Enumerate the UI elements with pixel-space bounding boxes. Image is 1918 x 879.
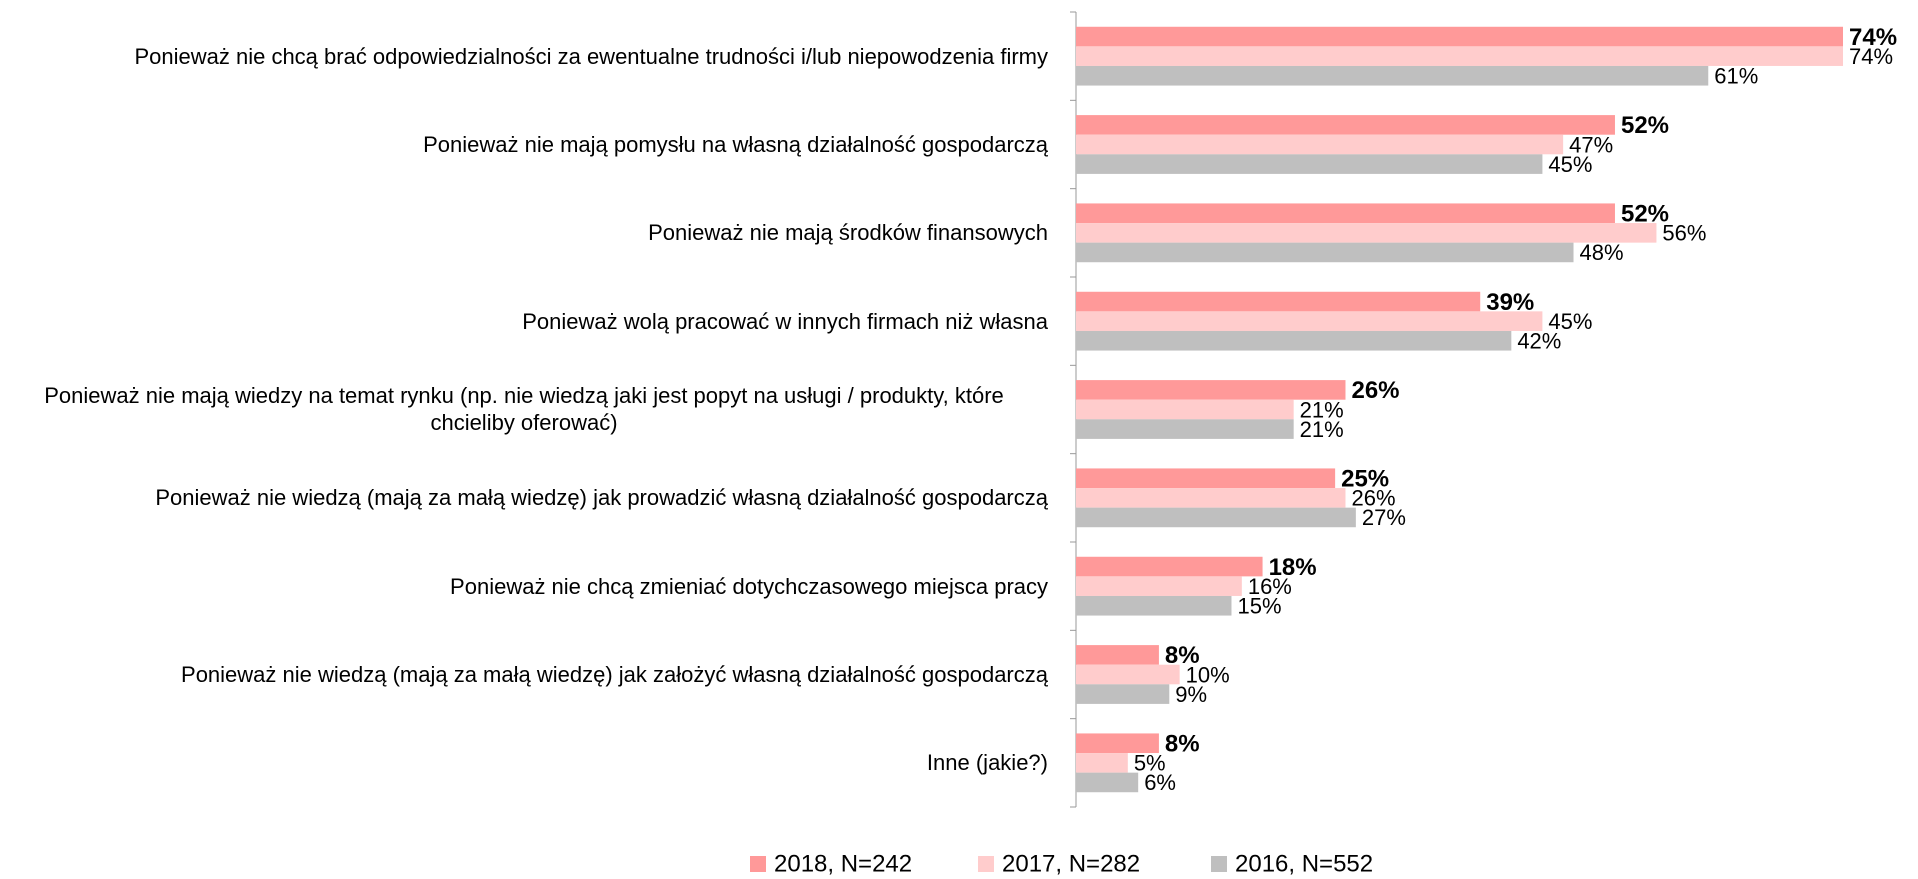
bar xyxy=(1076,772,1139,793)
legend-label: 2017, N=282 xyxy=(1002,850,1140,877)
data-label: 45% xyxy=(1548,309,1592,334)
data-label: 74% xyxy=(1849,44,1893,69)
data-label: 47% xyxy=(1569,132,1613,157)
data-label: 21% xyxy=(1300,397,1344,422)
data-label: 10% xyxy=(1186,662,1230,687)
data-label: 25% xyxy=(1341,466,1389,493)
data-label: 26% xyxy=(1351,377,1399,404)
bar xyxy=(1076,576,1242,596)
data-label: 48% xyxy=(1580,240,1624,265)
category-text: Ponieważ nie chcą brać odpowiedzialności… xyxy=(134,43,1048,69)
data-label: 27% xyxy=(1362,505,1406,530)
bar xyxy=(1076,645,1159,665)
bar xyxy=(1076,223,1657,243)
data-label: 42% xyxy=(1517,329,1561,354)
category-text: Ponieważ nie mają pomysłu na własną dzia… xyxy=(423,131,1048,157)
data-label: 9% xyxy=(1175,682,1207,707)
category-text: Inne (jakie?) xyxy=(926,750,1048,776)
data-label: 56% xyxy=(1662,221,1706,246)
category-label: Ponieważ nie wiedzą (mają za małą wiedzę… xyxy=(0,454,1048,542)
category-label: Ponieważ nie chcą zmieniać dotychczasowe… xyxy=(0,542,1048,630)
bar xyxy=(1076,468,1336,489)
data-label: 18% xyxy=(1269,554,1317,581)
data-label: 61% xyxy=(1714,64,1758,89)
category-label: Ponieważ nie mają środków finansowych xyxy=(0,189,1048,277)
legend-swatch xyxy=(750,856,766,872)
bar xyxy=(1076,380,1346,400)
bar xyxy=(1076,65,1709,86)
data-label: 52% xyxy=(1621,112,1669,139)
bar xyxy=(1076,664,1180,685)
data-label: 74% xyxy=(1849,24,1897,51)
bar xyxy=(1076,311,1543,331)
category-label: Ponieważ nie mają wiedzy na temat rynku … xyxy=(0,365,1048,453)
bar xyxy=(1076,399,1294,420)
category-text: Ponieważ nie mają wiedzy na temat rynku … xyxy=(44,383,1004,436)
category-text: Ponieważ nie chcą zmieniać dotychczasowe… xyxy=(450,573,1048,599)
category-label: Ponieważ nie mają pomysłu na własną dzia… xyxy=(0,100,1048,188)
bar xyxy=(1076,26,1843,47)
bar xyxy=(1076,115,1615,135)
bar xyxy=(1076,291,1481,312)
category-text: Ponieważ nie wiedzą (mają za małą wiedzę… xyxy=(181,661,1048,687)
bar xyxy=(1076,46,1843,66)
category-label: Inne (jakie?) xyxy=(0,719,1048,807)
bar xyxy=(1076,419,1294,439)
data-label: 45% xyxy=(1548,152,1592,177)
data-label: 6% xyxy=(1144,770,1176,795)
data-label: 5% xyxy=(1134,751,1166,776)
data-label: 26% xyxy=(1351,486,1395,511)
bar xyxy=(1076,684,1170,704)
data-label: 8% xyxy=(1165,731,1200,758)
category-text: Ponieważ wolą pracować w innych firmach … xyxy=(522,308,1048,334)
bar xyxy=(1076,488,1346,508)
data-label: 16% xyxy=(1248,574,1292,599)
category-label: Ponieważ wolą pracować w innych firmach … xyxy=(0,277,1048,365)
legend-label: 2016, N=552 xyxy=(1235,850,1373,877)
bar xyxy=(1076,733,1159,754)
bar xyxy=(1076,556,1263,577)
bar xyxy=(1076,154,1543,174)
data-label: 15% xyxy=(1237,594,1281,619)
bar xyxy=(1076,330,1512,351)
category-text: Ponieważ nie wiedzą (mają za małą wiedzę… xyxy=(155,485,1048,511)
legend-swatch xyxy=(1211,856,1227,872)
legend-label: 2018, N=242 xyxy=(774,850,912,877)
bar xyxy=(1076,242,1574,263)
bar xyxy=(1076,507,1356,528)
category-text: Ponieważ nie mają środków finansowych xyxy=(648,220,1048,246)
bar xyxy=(1076,203,1615,224)
category-label: Ponieważ nie wiedzą (mają za małą wiedzę… xyxy=(0,630,1048,718)
legend-swatch xyxy=(978,856,994,872)
category-label: Ponieważ nie chcą brać odpowiedzialności… xyxy=(0,12,1048,100)
data-label: 21% xyxy=(1300,417,1344,442)
bar xyxy=(1076,753,1128,773)
bar xyxy=(1076,134,1564,155)
bar xyxy=(1076,595,1232,616)
